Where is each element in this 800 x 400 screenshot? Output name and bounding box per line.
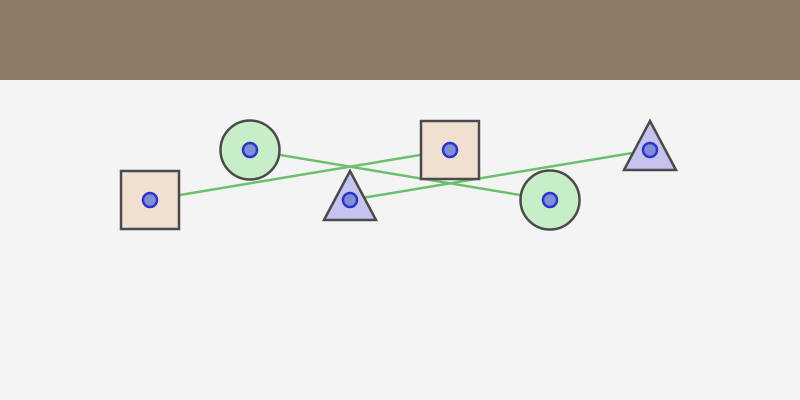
header-bar bbox=[0, 0, 800, 80]
connector-square-left-to-square-center bbox=[148, 148, 452, 202]
triangle-right-anchor-dot[interactable] bbox=[641, 141, 659, 159]
connector-triangle-center-to-triangle-right bbox=[348, 148, 652, 202]
connector-circle-left-to-circle-right bbox=[248, 148, 552, 202]
shape-nodes bbox=[119, 118, 679, 231]
triangle-center-anchor-dot[interactable] bbox=[341, 191, 359, 209]
square-left-node[interactable] bbox=[119, 169, 181, 231]
square-shape[interactable] bbox=[119, 169, 181, 231]
connector-lines bbox=[148, 148, 652, 202]
circle-right-anchor-dot[interactable] bbox=[541, 191, 559, 209]
circle-left-anchor-dot[interactable] bbox=[241, 141, 259, 159]
square-left-anchor-dot[interactable] bbox=[141, 191, 159, 209]
square-center-anchor-dot[interactable] bbox=[441, 141, 459, 159]
